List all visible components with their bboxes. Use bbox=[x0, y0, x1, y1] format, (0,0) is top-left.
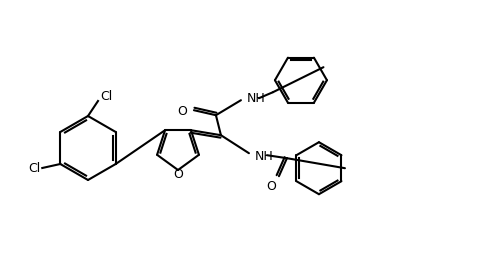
Text: O: O bbox=[266, 180, 276, 193]
Text: O: O bbox=[173, 167, 183, 180]
Text: O: O bbox=[177, 105, 187, 118]
Text: NH: NH bbox=[255, 150, 274, 163]
Text: Cl: Cl bbox=[28, 163, 40, 175]
Text: NH: NH bbox=[247, 92, 266, 105]
Text: Cl: Cl bbox=[100, 89, 112, 103]
